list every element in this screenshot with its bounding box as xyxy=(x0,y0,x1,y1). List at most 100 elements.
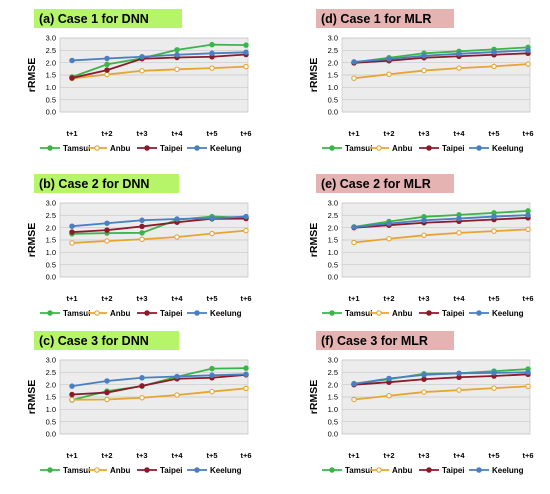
legend-swatch-marker xyxy=(145,468,149,472)
chart-title: (c) Case 3 for DNN xyxy=(39,334,149,348)
data-point-keelung xyxy=(210,216,214,220)
data-point-taipei xyxy=(70,230,74,234)
y-tick-label: 3.0 xyxy=(46,356,56,365)
data-point-keelung xyxy=(422,54,426,58)
x-tick-label: t+6 xyxy=(522,451,533,460)
chart-panel-6: (f) Case 3 for MLR 0.0 0.5 1.0 1.5 2.0 2.5 3.0 r… xyxy=(308,331,534,475)
legend-label-keelung: Keelung xyxy=(210,466,242,475)
data-point-keelung xyxy=(387,221,391,225)
data-point-anbu xyxy=(422,68,426,72)
x-tick-label: t+1 xyxy=(348,294,359,303)
legend-swatch-marker xyxy=(377,146,381,150)
data-point-keelung xyxy=(457,216,461,220)
data-point-anbu xyxy=(492,386,496,390)
legend-swatch-marker xyxy=(330,468,334,472)
legend-label-keelung: Keelung xyxy=(492,466,524,475)
data-point-anbu xyxy=(175,235,179,239)
legend-label-anbu: Anbu xyxy=(392,466,413,475)
data-point-tamsui xyxy=(105,62,109,66)
data-point-anbu xyxy=(105,397,109,401)
data-point-tamsui xyxy=(244,43,248,47)
y-tick-label: 2.5 xyxy=(46,368,56,377)
legend-swatch-marker xyxy=(95,311,99,315)
data-point-keelung xyxy=(175,374,179,378)
data-point-anbu xyxy=(105,239,109,243)
legend-swatch-marker xyxy=(330,311,334,315)
data-point-anbu xyxy=(526,62,530,66)
y-tick-label: 2.0 xyxy=(328,380,338,389)
y-tick-label: 1.0 xyxy=(328,83,338,92)
legend-swatch-marker xyxy=(48,468,52,472)
y-tick-label: 2.5 xyxy=(328,46,338,55)
x-tick-label: t+4 xyxy=(453,129,465,138)
legend-swatch-marker xyxy=(477,311,481,315)
y-tick-label: 0.0 xyxy=(328,273,338,282)
x-tick-label: t+3 xyxy=(136,294,147,303)
data-point-anbu xyxy=(387,72,391,76)
x-tick-label: t+5 xyxy=(206,129,217,138)
data-point-keelung xyxy=(422,218,426,222)
x-tick-label: t+4 xyxy=(171,451,183,460)
data-point-anbu xyxy=(140,396,144,400)
y-tick-label: 2.0 xyxy=(46,223,56,232)
data-point-keelung xyxy=(70,224,74,228)
legend-label-anbu: Anbu xyxy=(392,309,413,318)
data-point-anbu xyxy=(140,69,144,73)
data-point-keelung xyxy=(175,53,179,57)
y-tick-label: 0.0 xyxy=(328,108,338,117)
y-tick-label: 1.0 xyxy=(46,83,56,92)
y-tick-label: 2.0 xyxy=(328,58,338,67)
y-axis-label: rRMSE xyxy=(26,58,38,92)
x-tick-label: t+2 xyxy=(383,451,394,460)
legend-swatch-marker xyxy=(477,468,481,472)
y-tick-label: 1.0 xyxy=(328,405,338,414)
x-tick-label: t+2 xyxy=(383,294,394,303)
legend-label-tamsui: Tamsui xyxy=(345,144,372,153)
data-point-anbu xyxy=(457,231,461,235)
y-tick-label: 0.5 xyxy=(46,417,56,426)
legend-swatch-marker xyxy=(427,146,431,150)
data-point-keelung xyxy=(526,370,530,374)
data-point-tamsui xyxy=(210,42,214,46)
x-tick-label: t+6 xyxy=(522,294,533,303)
legend-label-taipei: Taipei xyxy=(442,466,465,475)
data-point-keelung xyxy=(422,373,426,377)
data-point-keelung xyxy=(457,371,461,375)
legend-swatch-marker xyxy=(95,146,99,150)
data-point-taipei xyxy=(70,76,74,80)
legend-label-taipei: Taipei xyxy=(160,466,183,475)
y-tick-label: 1.5 xyxy=(46,236,56,245)
data-point-taipei xyxy=(105,228,109,232)
data-point-tamsui xyxy=(140,231,144,235)
legend-label-tamsui: Tamsui xyxy=(63,144,90,153)
chart-panel-3: (c) Case 3 for DNN0.00.51.01.52.02.53.0r… xyxy=(26,331,252,475)
legend-swatch-marker xyxy=(427,311,431,315)
y-tick-label: 3.0 xyxy=(328,199,338,208)
data-point-keelung xyxy=(387,376,391,380)
legend-swatch-marker xyxy=(377,311,381,315)
x-tick-label: t+2 xyxy=(383,129,394,138)
y-tick-label: 1.5 xyxy=(46,71,56,80)
data-point-keelung xyxy=(175,217,179,221)
chart-title: (e) Case 2 for MLR xyxy=(321,177,431,191)
x-tick-label: t+3 xyxy=(418,294,429,303)
data-point-anbu xyxy=(244,386,248,390)
y-tick-label: 2.5 xyxy=(328,368,338,377)
data-point-keelung xyxy=(70,58,74,62)
data-point-keelung xyxy=(492,371,496,375)
data-point-keelung xyxy=(526,48,530,52)
y-tick-label: 0.0 xyxy=(46,108,56,117)
y-axis-label: rRMSE xyxy=(308,223,320,257)
x-tick-label: t+3 xyxy=(136,129,147,138)
data-point-keelung xyxy=(105,379,109,383)
data-point-keelung xyxy=(70,384,74,388)
data-point-keelung xyxy=(244,372,248,376)
x-tick-label: t+1 xyxy=(66,294,77,303)
data-point-keelung xyxy=(140,376,144,380)
y-tick-label: 1.0 xyxy=(46,248,56,257)
y-tick-label: 2.0 xyxy=(328,223,338,232)
y-tick-label: 0.5 xyxy=(328,95,338,104)
data-point-keelung xyxy=(105,221,109,225)
y-tick-label: 0.5 xyxy=(46,260,56,269)
y-axis-label: rRMSE xyxy=(26,223,38,257)
